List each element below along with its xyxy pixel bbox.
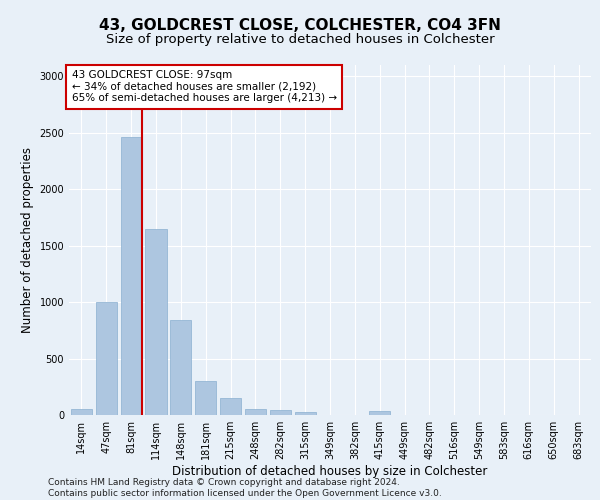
Bar (295, 412, 316, 415)
X-axis label: Distribution of detached houses by size in Colchester: Distribution of detached houses by size … (172, 465, 488, 478)
Y-axis label: Number of detached properties: Number of detached properties (21, 147, 34, 333)
Text: 43, GOLDCREST CLOSE, COLCHESTER, CO4 3FN: 43, GOLDCREST CLOSE, COLCHESTER, CO4 3FN (99, 18, 501, 32)
Bar (145, 228, 167, 415)
Bar (195, 381, 216, 415)
Bar (170, 320, 191, 415)
Bar (245, 409, 266, 415)
Text: Contains HM Land Registry data © Crown copyright and database right 2024.
Contai: Contains HM Land Registry data © Crown c… (48, 478, 442, 498)
Bar (71, 409, 92, 415)
Bar (220, 398, 241, 415)
Bar (369, 411, 390, 415)
Text: 43 GOLDCREST CLOSE: 97sqm
← 34% of detached houses are smaller (2,192)
65% of se: 43 GOLDCREST CLOSE: 97sqm ← 34% of detac… (71, 70, 337, 103)
Bar (96, 302, 117, 415)
Text: Size of property relative to detached houses in Colchester: Size of property relative to detached ho… (106, 32, 494, 46)
Bar (270, 410, 291, 415)
Bar (121, 138, 142, 415)
